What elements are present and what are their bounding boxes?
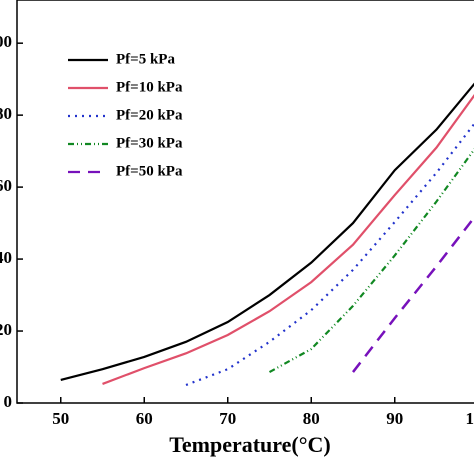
x-tick-label: 70 bbox=[219, 409, 236, 428]
y-tick-label: 40 bbox=[0, 248, 12, 267]
series-line bbox=[268, 147, 474, 374]
plot-frame bbox=[16, 0, 474, 404]
x-tick-label: 100 bbox=[466, 409, 474, 428]
legend-label: Pf=10 kPa bbox=[116, 79, 183, 95]
y-tick-label: 60 bbox=[0, 176, 12, 195]
y-tick-label: 0 bbox=[4, 392, 13, 411]
legend-label: Pf=20 kPa bbox=[116, 107, 183, 123]
legend-label: Pf=30 kPa bbox=[116, 135, 183, 151]
x-tick-label: 90 bbox=[386, 409, 403, 428]
x-tick-label: 50 bbox=[52, 409, 69, 428]
x-axis-label: Temperature(°C) bbox=[169, 432, 331, 457]
series-line bbox=[60, 82, 474, 382]
y-tick-label: 100 bbox=[0, 32, 12, 51]
y-tick-label: 20 bbox=[0, 320, 12, 339]
y-tick-label: 80 bbox=[0, 104, 12, 123]
series-line bbox=[102, 93, 474, 385]
series-line bbox=[185, 122, 474, 387]
series-line bbox=[352, 215, 474, 373]
legend-label: Pf=5 kPa bbox=[116, 51, 175, 67]
x-tick-label: 80 bbox=[303, 409, 320, 428]
x-tick-label: 60 bbox=[136, 409, 153, 428]
legend-label: Pf=50 kPa bbox=[116, 163, 183, 179]
